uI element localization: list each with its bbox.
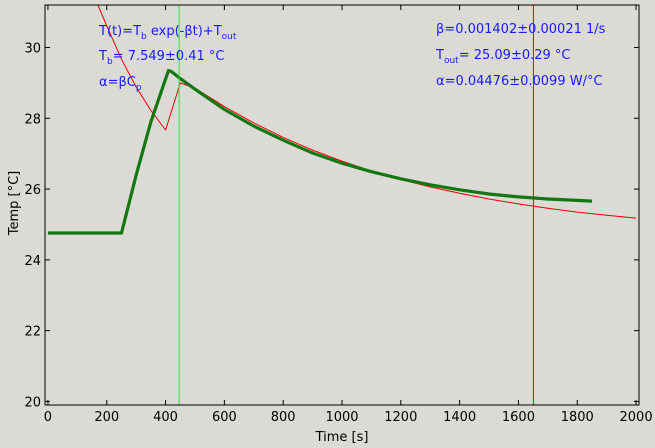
y-axis-ticks: 20 22 24 26 28 30 (24, 41, 639, 410)
x-tick-label: 1000 (325, 410, 358, 425)
y-tick-label: 24 (24, 254, 41, 269)
tout-sub: out (444, 56, 459, 66)
y-tick-label: 26 (24, 183, 41, 198)
x-tick-label: 1400 (443, 410, 476, 425)
y-axis-label: Temp [°C] (7, 171, 22, 237)
y-tick-label: 22 (24, 325, 41, 340)
x-tick-label: 600 (212, 410, 237, 425)
fit-formula-annotation: T(t)=Tb exp(-βt)+Tout (98, 24, 237, 42)
fit-curve-line (97, 4, 637, 219)
alpha-definition-annotation: α=βCp (99, 75, 142, 93)
tb-annotation: Tb= 7.549±0.41 °C (98, 49, 224, 67)
tout-value: = 25.09±0.29 °C (459, 48, 571, 63)
x-tick-label: 2000 (620, 410, 653, 425)
alpha-value-annotation: α=0.04476±0.0099 W/°C (436, 74, 603, 89)
alpha-def-sub: p (136, 83, 142, 93)
measured-temperature-line (47, 68, 593, 235)
x-tick-label: 1200 (384, 410, 417, 425)
y-tick-label: 20 (24, 395, 41, 410)
y-tick-label: 28 (24, 112, 41, 127)
x-tick-label: 800 (271, 410, 296, 425)
x-tick-label: 0 (44, 410, 52, 425)
tb-symbol: T (98, 49, 107, 64)
tout-annotation: Tout= 25.09±0.29 °C (435, 48, 571, 66)
formula-sub-out: out (222, 32, 237, 42)
x-tick-label: 200 (94, 410, 119, 425)
x-tick-label: 1800 (561, 410, 594, 425)
x-tick-label: 1600 (502, 410, 535, 425)
alpha-def-text: α=βC (99, 75, 136, 90)
x-axis-ticks: 0 200 400 600 800 1000 1200 1400 1600 1800 2000 (44, 5, 653, 425)
x-axis-label: Time [s] (315, 430, 369, 445)
formula-part: T(t)=T (98, 24, 141, 39)
tb-value: = 7.549±0.41 °C (113, 49, 225, 64)
beta-annotation: β=0.001402±0.00021 1/s (436, 22, 606, 37)
series-layer (47, 4, 637, 235)
tb-sub: b (107, 57, 113, 67)
x-tick-label: 400 (153, 410, 178, 425)
y-tick-label: 30 (24, 41, 41, 56)
vertical-markers (178, 5, 534, 405)
tout-symbol: T (435, 48, 444, 63)
formula-part: exp(-βt)+T (147, 24, 222, 39)
formula-sub-b: b (141, 32, 147, 42)
